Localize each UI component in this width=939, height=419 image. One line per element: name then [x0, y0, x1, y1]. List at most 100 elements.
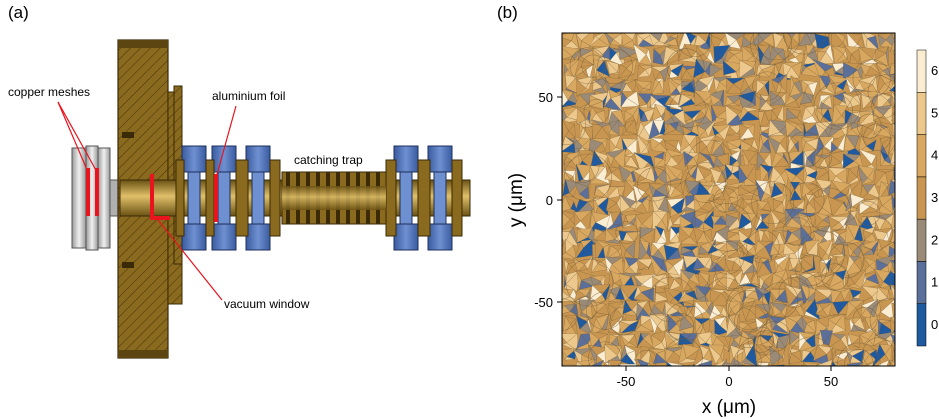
contour-cell [624, 156, 639, 169]
contour-cell [618, 45, 630, 60]
contour-cell [648, 314, 667, 327]
contour-cell [772, 166, 791, 176]
contour-cell [756, 151, 765, 171]
contour-cell [739, 67, 755, 79]
contour-cell [887, 255, 895, 277]
contour-cell [834, 350, 851, 356]
contour-cell [725, 217, 741, 232]
contour-cell [654, 325, 666, 336]
contour-cell [592, 45, 610, 58]
contour-cell [588, 165, 596, 185]
contour-cell [699, 181, 715, 192]
contour-cell [830, 359, 834, 366]
contour-cell [788, 269, 800, 273]
contour-cell [593, 59, 597, 79]
contour-cell [871, 91, 880, 107]
contour-cell [582, 126, 593, 143]
contour-cell [648, 120, 660, 140]
contour-cell [713, 359, 727, 366]
contour-cell [622, 310, 639, 317]
contour-cell [678, 236, 698, 245]
contour-cell [713, 156, 728, 171]
contour-cell [650, 79, 660, 95]
contour-cell [758, 109, 775, 112]
contour-cell [849, 297, 864, 303]
contour-cell [696, 152, 709, 165]
contour-cell [724, 54, 746, 66]
contour-cell [830, 180, 852, 193]
contour-cell [707, 75, 715, 93]
contour-cell [618, 165, 639, 173]
contour-cell [618, 165, 632, 183]
contour-cell [831, 62, 849, 73]
contour-cell [696, 330, 715, 343]
contour-cell [690, 79, 696, 94]
contour-cell [573, 136, 583, 158]
contour-cell [771, 331, 790, 338]
contour-cell [769, 166, 781, 188]
contour-cell [741, 297, 761, 304]
contour-cell [784, 66, 800, 79]
contour-cell [700, 193, 714, 215]
contour-cell [770, 109, 778, 124]
contour-cell [649, 314, 658, 335]
contour-cell [641, 372, 650, 379]
contour-cell [783, 33, 793, 52]
contour-cell [589, 165, 606, 179]
contour-cell [637, 64, 646, 78]
contour-cell [890, 38, 895, 52]
contour-cell [581, 347, 594, 360]
contour-cell [649, 254, 664, 270]
contour-cell [705, 119, 716, 138]
contour-cell [567, 58, 580, 80]
contour-cell [817, 51, 835, 65]
contour-cell [593, 150, 609, 164]
contour-cell [775, 367, 789, 376]
contour-cell [729, 124, 744, 134]
colorbar-tick-label: 4 [931, 148, 938, 163]
ring-feature [726, 283, 774, 331]
contour-cell [593, 197, 609, 207]
contour-cell [710, 289, 729, 294]
contour-cell [770, 182, 783, 198]
contour-cell [664, 108, 685, 116]
contour-cell [670, 87, 681, 95]
contour-cell [827, 123, 842, 139]
contour-cell [638, 107, 656, 113]
contour-cell [708, 261, 718, 273]
contour-cell [655, 284, 670, 293]
contour-cell [711, 105, 717, 125]
contour-cell [769, 301, 782, 316]
contour-cell [831, 104, 842, 127]
contour-cell [738, 257, 754, 275]
contour-cell [802, 362, 819, 366]
y-axis: 50 0 -50 y (μm) [506, 90, 562, 310]
contour-cell [753, 61, 757, 75]
contour-cell [792, 257, 805, 273]
contour-cell [798, 331, 816, 341]
contour-cell [859, 265, 876, 277]
contour-cell [768, 315, 777, 330]
contour-cell [654, 156, 664, 168]
contour-cell [592, 126, 612, 141]
contour-cell [757, 228, 765, 244]
contour-cell [892, 122, 895, 126]
contour-cell [715, 141, 724, 145]
contour-cell [712, 231, 718, 242]
contour-cell [843, 62, 864, 71]
contour-cell [592, 87, 609, 95]
contour-cell [884, 344, 892, 365]
contour-cell [872, 343, 886, 366]
contour-cell [880, 320, 895, 333]
ring-feature [635, 350, 657, 366]
contour-cell [873, 227, 893, 234]
contour-cell [637, 332, 644, 347]
y-axis-title: y (μm) [506, 173, 527, 227]
contour-cell [578, 299, 596, 313]
leader-aluminium [215, 105, 237, 179]
contour-cell [878, 364, 880, 366]
contour-cell [739, 321, 749, 334]
label-catching-trap: catching trap [294, 153, 363, 167]
contour-cell [720, 198, 727, 214]
ring-feature [789, 336, 834, 366]
